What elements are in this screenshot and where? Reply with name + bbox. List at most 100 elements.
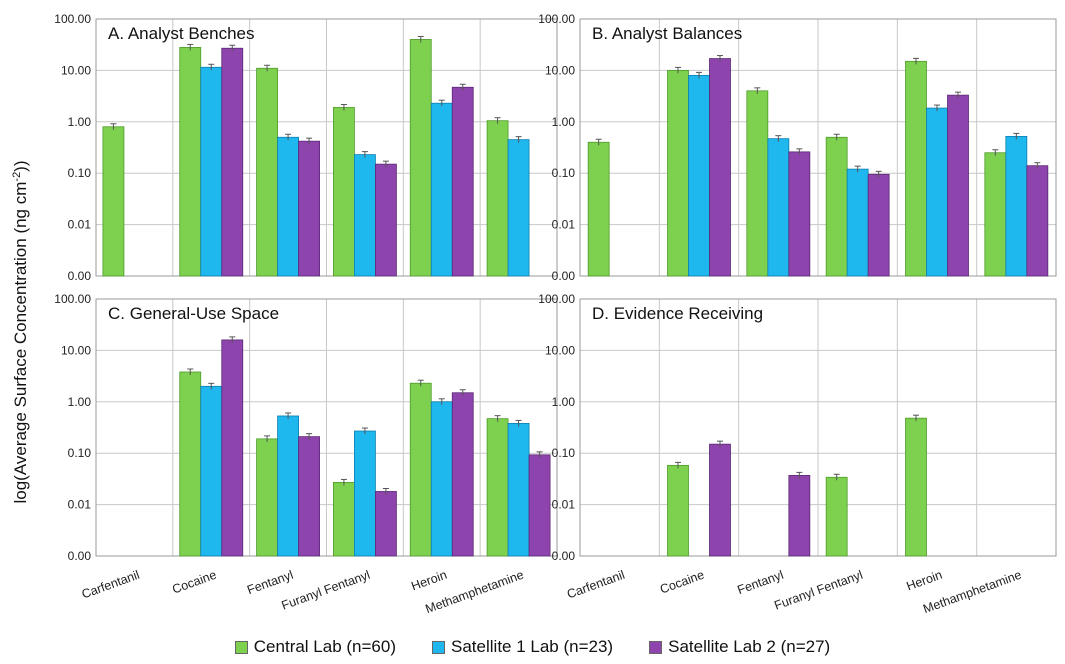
y-tick-label: 0.10 bbox=[68, 446, 92, 460]
bar-satellite-lab-2-n-27-heroin bbox=[451, 392, 474, 557]
bar-central-lab-n-60-methamphetamine bbox=[984, 152, 1007, 277]
y-tick-label: 1.00 bbox=[552, 115, 576, 129]
bar-satellite-1-lab-n-23-fentanyl bbox=[767, 138, 790, 277]
legend-item-central-lab: Central Lab (n=60) bbox=[234, 637, 397, 657]
bar-satellite-lab-2-n-27-fentanyl bbox=[298, 436, 320, 557]
bar-satellite-1-lab-n-23-heroin bbox=[926, 107, 948, 277]
y-tick-label: 1.00 bbox=[552, 395, 576, 409]
bar-satellite-1-lab-n-23-fentanyl bbox=[277, 136, 299, 277]
x-tick-label-cocaine: Cocaine bbox=[658, 568, 706, 597]
plot-frame bbox=[579, 18, 1057, 277]
bar-satellite-1-lab-n-23-heroin bbox=[430, 401, 453, 557]
y-tick-label: 0.00 bbox=[68, 269, 92, 283]
bar-satellite-1-lab-n-23-cocaine bbox=[688, 74, 710, 277]
bar-satellite-lab-2-n-27-furanyl-fentanyl bbox=[867, 173, 890, 277]
panel-c-general-use-space: 100.00 10.00 1.00 0.10 0.01 0.00 C. General-Us… bbox=[54, 292, 558, 616]
bar-central-lab-n-60-cocaine bbox=[179, 371, 202, 557]
bar-central-lab-n-60-fentanyl bbox=[256, 67, 278, 277]
bar-satellite-lab-2-n-27-cocaine bbox=[709, 58, 731, 277]
y-tick-label: 0.10 bbox=[552, 166, 576, 180]
y-tick-label: 0.01 bbox=[552, 498, 576, 512]
bar-central-lab-n-60-methamphetamine bbox=[486, 418, 509, 557]
legend-item-satellite-1-lab: Satellite 1 Lab (n=23) bbox=[432, 637, 613, 657]
y-tick-label: 1.00 bbox=[68, 115, 92, 129]
legend: Central Lab (n=60) Satellite 1 Lab (n=23… bbox=[0, 637, 1065, 657]
bar-satellite-lab-2-n-27-furanyl-fentanyl bbox=[375, 491, 397, 557]
legend-swatch-satellite-1-lab bbox=[432, 640, 446, 654]
bar-satellite-lab-2-n-27-fentanyl bbox=[298, 140, 320, 277]
legend-swatch-satellite-lab-2 bbox=[649, 640, 663, 654]
bar-central-lab-n-60-heroin bbox=[409, 382, 432, 557]
bar-satellite-lab-2-n-27-cocaine bbox=[221, 47, 244, 277]
bar-central-lab-n-60-carfentanil bbox=[587, 141, 610, 277]
x-tick-label-furanyl-fentanyl: Furanyl Fentanyl bbox=[772, 568, 864, 613]
legend-label-satellite-1-lab: Satellite 1 Lab (n=23) bbox=[451, 637, 614, 656]
y-tick-label: 10.00 bbox=[545, 63, 575, 77]
y-tick-label: 100.00 bbox=[54, 12, 91, 26]
bar-satellite-lab-2-n-27-heroin bbox=[947, 94, 969, 277]
bar-central-lab-n-60-fentanyl bbox=[256, 438, 278, 557]
legend-swatch-central-lab bbox=[234, 640, 248, 654]
bar-satellite-lab-2-n-27-fentanyl bbox=[788, 151, 811, 277]
bar-central-lab-n-60-heroin bbox=[905, 417, 927, 557]
bar-central-lab-n-60-furanyl-fentanyl bbox=[333, 482, 355, 557]
bar-satellite-1-lab-n-23-furanyl-fentanyl bbox=[354, 154, 376, 277]
panel-title: C. General-Use Space bbox=[108, 304, 279, 323]
panel-title: D. Evidence Receiving bbox=[592, 304, 763, 323]
legend-label-central-lab: Central Lab (n=60) bbox=[253, 637, 397, 656]
y-tick-label: 0.00 bbox=[68, 549, 92, 563]
plot-frame bbox=[95, 298, 558, 557]
bar-satellite-1-lab-n-23-methamphetamine bbox=[507, 422, 530, 557]
panel-title: A. Analyst Benches bbox=[108, 24, 254, 43]
bar-central-lab-n-60-cocaine bbox=[667, 464, 689, 557]
x-tick-label-cocaine: Cocaine bbox=[170, 568, 218, 597]
bar-satellite-1-lab-n-23-furanyl-fentanyl bbox=[846, 168, 869, 277]
x-tick-label-heroin: Heroin bbox=[905, 568, 944, 594]
x-tick-label-carfentanil: Carfentanil bbox=[80, 568, 142, 602]
plot-frame bbox=[95, 18, 558, 277]
y-tick-label: 1.00 bbox=[68, 395, 92, 409]
x-tick-label-fentanyl: Fentanyl bbox=[245, 568, 295, 598]
bar-satellite-lab-2-n-27-methamphetamine bbox=[1026, 165, 1049, 277]
panel-d-evidence-receiving: 100.00 10.00 1.00 0.10 0.01 0.00 D. Evidence R… bbox=[538, 292, 1057, 616]
panel-b-analyst-balances: 100.00 10.00 1.00 0.10 0.01 0.00 B. Analyst Ba… bbox=[538, 12, 1057, 283]
y-tick-label: 10.00 bbox=[61, 343, 91, 357]
y-tick-label: 0.00 bbox=[552, 269, 576, 283]
bar-satellite-lab-2-n-27-cocaine bbox=[709, 443, 731, 557]
bar-central-lab-n-60-furanyl-fentanyl bbox=[825, 476, 848, 557]
bar-satellite-1-lab-n-23-fentanyl bbox=[277, 415, 299, 557]
x-tick-label-carfentanil: Carfentanil bbox=[565, 568, 627, 602]
y-tick-label: 10.00 bbox=[545, 343, 575, 357]
bar-central-lab-n-60-heroin bbox=[409, 39, 432, 277]
x-tick-label-furanyl-fentanyl: Furanyl Fentanyl bbox=[280, 568, 372, 613]
y-tick-label: 10.00 bbox=[61, 63, 91, 77]
y-axis-label: log(Average Surface Concentration (ng cm… bbox=[11, 160, 30, 503]
y-tick-label: 100.00 bbox=[538, 12, 575, 26]
panel-title: B. Analyst Balances bbox=[592, 24, 742, 43]
bar-satellite-1-lab-n-23-cocaine bbox=[200, 66, 223, 277]
x-tick-label-heroin: Heroin bbox=[409, 568, 448, 594]
bar-central-lab-n-60-carfentanil bbox=[102, 126, 125, 277]
panel-a-analyst-benches: 100.00 10.00 1.00 0.10 0.01 0.00 A. Analyst Be… bbox=[54, 12, 558, 283]
bar-satellite-lab-2-n-27-fentanyl bbox=[788, 474, 811, 557]
bar-satellite-1-lab-n-23-methamphetamine bbox=[1005, 135, 1028, 277]
bar-satellite-lab-2-n-27-heroin bbox=[451, 86, 474, 277]
bar-satellite-lab-2-n-27-methamphetamine bbox=[528, 454, 551, 557]
bar-central-lab-n-60-furanyl-fentanyl bbox=[825, 136, 848, 277]
bar-satellite-1-lab-n-23-heroin bbox=[430, 102, 453, 277]
bar-satellite-1-lab-n-23-furanyl-fentanyl bbox=[354, 430, 376, 557]
bar-satellite-lab-2-n-27-furanyl-fentanyl bbox=[375, 163, 397, 277]
x-tick-label-fentanyl: Fentanyl bbox=[736, 568, 786, 598]
bar-central-lab-n-60-fentanyl bbox=[746, 90, 769, 277]
y-tick-label: 0.10 bbox=[68, 166, 92, 180]
legend-label-satellite-lab-2: Satellite Lab 2 (n=27) bbox=[668, 637, 831, 656]
bar-satellite-1-lab-n-23-cocaine bbox=[200, 385, 223, 557]
y-tick-label: 100.00 bbox=[538, 292, 575, 306]
plot-frame bbox=[579, 298, 1057, 557]
bar-central-lab-n-60-cocaine bbox=[179, 47, 202, 277]
bar-satellite-1-lab-n-23-methamphetamine bbox=[507, 139, 530, 277]
y-tick-label: 100.00 bbox=[54, 292, 91, 306]
y-tick-label: 0.01 bbox=[68, 498, 92, 512]
